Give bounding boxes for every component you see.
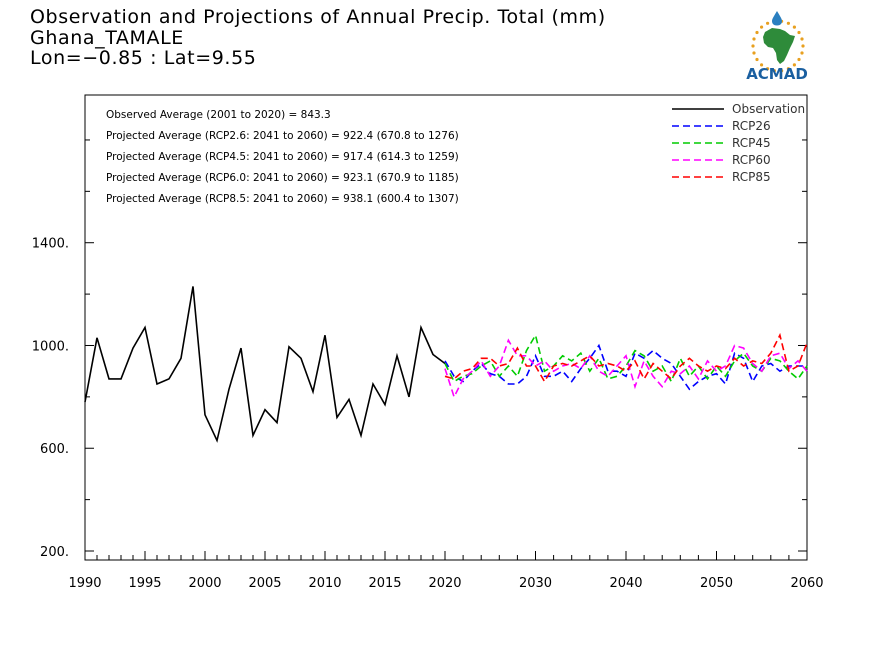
logo-ring-dot	[800, 51, 804, 55]
logo-ring-dot	[772, 69, 776, 73]
logo-ring-dot	[792, 25, 796, 29]
stat-rcp85: Projected Average (RCP8.5: 2041 to 2060)…	[106, 193, 459, 205]
x-axis: 1990 1995 2000 2005 2010 2015 2020 2030 2040 2050…	[68, 551, 824, 591]
legend-label-rcp26: RCP26	[732, 119, 771, 133]
acmad-logo: ACMAD	[746, 11, 808, 83]
series-line-rcp85	[444, 332, 808, 384]
logo-ring-dot	[755, 57, 759, 62]
logo-ring-dot	[801, 44, 805, 48]
series-line-rcp45	[444, 333, 808, 384]
logo-ring-dot	[792, 63, 796, 67]
plot-frame	[84, 94, 808, 561]
logo-ring-dot	[786, 67, 790, 71]
y-axis: 200. 600. 1000. 1400.	[32, 139, 807, 560]
x-tick-label: 2015	[368, 576, 401, 591]
logo-ring-dot	[760, 25, 764, 29]
logo-ring-dot	[786, 21, 790, 25]
series-line-rcp60	[444, 338, 808, 400]
logo-ring-dot	[800, 37, 804, 41]
x-tick-label: 2000	[188, 576, 221, 591]
title-block: Observation and Projections of Annual Pr…	[30, 7, 606, 69]
logo-ring-dots	[751, 19, 805, 73]
y-tick-label: 1000.	[32, 339, 69, 354]
logo-ring-dot	[797, 30, 801, 35]
legend: Observation RCP26 RCP45 RCP60 RCP85	[672, 102, 805, 184]
stat-rcp45: Projected Average (RCP4.5: 2041 to 2060)…	[106, 151, 459, 163]
water-drop-icon	[772, 11, 782, 26]
x-tick-label: 2030	[519, 576, 552, 591]
logo-ring-dot	[752, 37, 756, 41]
stats-annotations: Observed Average (2001 to 2020) = 843.3 …	[106, 109, 459, 205]
plot-border	[84, 94, 808, 561]
x-tick-label: 2050	[700, 576, 733, 591]
logo-ring-dot	[760, 63, 764, 67]
africa-icon	[763, 28, 795, 64]
logo-ring-dot	[755, 30, 759, 35]
station-name: Ghana_TAMALE	[30, 26, 184, 49]
x-tick-label: 1990	[68, 576, 101, 591]
series-lines	[84, 286, 808, 443]
chart-title: Observation and Projections of Annual Pr…	[30, 6, 606, 28]
coordinates: Lon=−0.85 : Lat=9.55	[30, 47, 257, 69]
x-tick-label: 2010	[308, 576, 341, 591]
y-tick-label: 1400.	[32, 237, 69, 252]
logo-ring-dot	[797, 57, 801, 62]
logo-ring-dot	[751, 44, 755, 48]
logo-ring-dot	[766, 67, 770, 71]
stat-observed: Observed Average (2001 to 2020) = 843.3	[106, 109, 331, 121]
x-tick-label: 2005	[248, 576, 281, 591]
stat-rcp60: Projected Average (RCP6.0: 2041 to 2060)…	[106, 172, 459, 184]
legend-label-rcp45: RCP45	[732, 136, 771, 150]
series-line-observation	[84, 286, 446, 443]
logo-ring-dot	[752, 51, 756, 55]
x-tick-label: 2040	[609, 576, 642, 591]
legend-label-observation: Observation	[732, 102, 805, 116]
logo-text: ACMAD	[746, 65, 808, 83]
y-tick-label: 600.	[40, 442, 69, 457]
logo-ring-dot	[766, 21, 770, 25]
legend-label-rcp60: RCP60	[732, 153, 771, 167]
legend-label-rcp85: RCP85	[732, 170, 771, 184]
x-tick-label: 1995	[128, 576, 161, 591]
series-line-rcp26	[444, 343, 807, 391]
y-tick-label: 200.	[40, 545, 69, 560]
x-tick-label: 2020	[428, 576, 461, 591]
logo-ring-dot	[780, 69, 784, 73]
stat-rcp26: Projected Average (RCP2.6: 2041 to 2060)…	[106, 130, 459, 142]
x-tick-label: 2060	[790, 576, 823, 591]
